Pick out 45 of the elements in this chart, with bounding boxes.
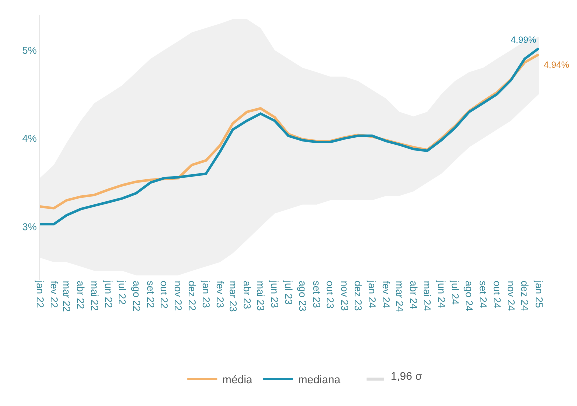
y-tick-label: 3% — [22, 222, 38, 234]
x-tick-label: out 24 — [490, 281, 502, 310]
x-tick-label: jan 23 — [200, 280, 211, 309]
x-tick-label: ago 23 — [296, 281, 308, 312]
x-tick-label: jun 23 — [268, 280, 280, 309]
x-tick-label: dez 24 — [518, 281, 530, 312]
x-tick-label: dez 23 — [352, 281, 363, 312]
x-tick-label: nov 22 — [172, 281, 184, 312]
x-tick-label: mai 22 — [88, 281, 100, 312]
x-tick-label: set 24 — [477, 281, 488, 309]
x-tick-label: jan 25 — [532, 280, 544, 309]
x-tick-label: set 23 — [310, 281, 322, 309]
x-tick-label: mar 24 — [393, 281, 404, 313]
x-tick-label: mai 23 — [254, 281, 266, 312]
x-tick-label: fev 24 — [380, 281, 392, 309]
annotation: 4,94% — [544, 60, 570, 70]
legend-label: média — [222, 374, 254, 387]
x-tick-label: jan 22 — [34, 280, 45, 309]
x-tick-label: ago 22 — [130, 281, 142, 312]
x-tick-label: mar 23 — [226, 281, 238, 313]
x-tick-label: jul 22 — [116, 280, 128, 306]
x-tick-label: mai 24 — [421, 281, 432, 312]
annotation: 4,99% — [511, 35, 537, 45]
x-tick-label: jul 24 — [448, 280, 460, 306]
x-tick-label: abr 24 — [408, 281, 419, 310]
x-tick-label: nov 23 — [338, 281, 350, 312]
x-tick-label: jun 24 — [435, 280, 446, 309]
x-tick-label: jan 24 — [366, 280, 378, 309]
legend-label: mediana — [298, 374, 342, 387]
y-tick-label: 5% — [22, 46, 38, 57]
x-tick-label: mar 22 — [60, 281, 72, 313]
x-tick-label: ago 24 — [463, 281, 474, 312]
x-tick-label: dez 22 — [186, 281, 197, 312]
x-tick-label: jun 22 — [102, 280, 114, 309]
x-tick-label: fev 22 — [48, 281, 59, 309]
y-tick-label: 4% — [22, 134, 38, 146]
x-tick-label: set 22 — [144, 281, 156, 309]
x-tick-label: jul 23 — [282, 280, 294, 306]
text: 1,96 σ — [391, 371, 422, 383]
x-tick-label: nov 24 — [504, 281, 516, 312]
x-tick-label: fev 23 — [214, 281, 226, 309]
x-tick-label: abr 22 — [74, 281, 86, 310]
x-tick-label: out 22 — [158, 281, 170, 310]
x-tick-label: out 23 — [324, 281, 336, 310]
x-tick-label: abr 23 — [240, 281, 252, 310]
